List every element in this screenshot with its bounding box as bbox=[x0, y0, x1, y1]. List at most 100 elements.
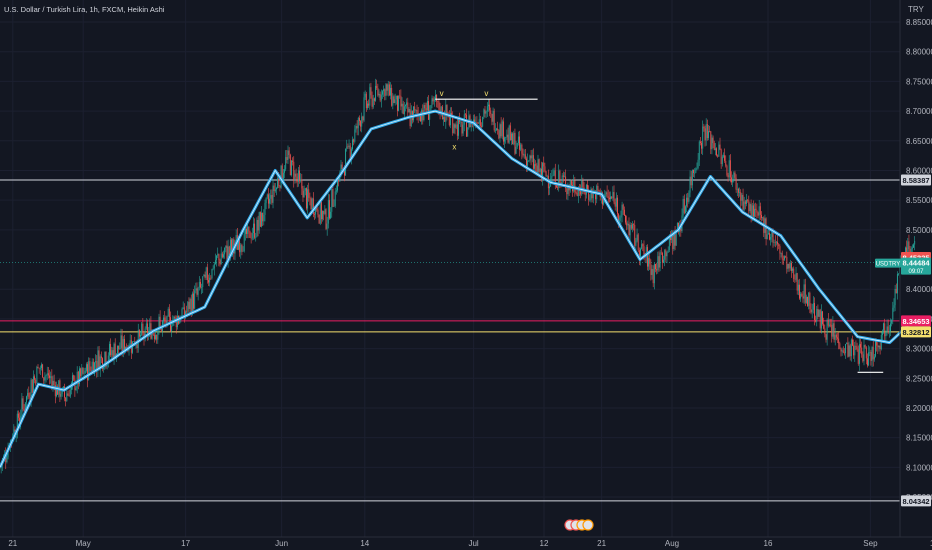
candle-body bbox=[804, 284, 806, 303]
level-tag-bg bbox=[901, 495, 931, 507]
event-icons[interactable] bbox=[564, 519, 594, 531]
candle-body bbox=[396, 95, 398, 111]
candle-body bbox=[657, 256, 659, 271]
candle-body bbox=[310, 198, 312, 210]
candle-body bbox=[370, 87, 372, 96]
candle-body bbox=[203, 274, 205, 277]
candle-body bbox=[881, 330, 883, 335]
candle-body bbox=[729, 160, 731, 178]
candle-body bbox=[720, 149, 722, 165]
candle-body bbox=[878, 345, 880, 348]
candle-body bbox=[765, 218, 767, 240]
candle-body bbox=[497, 128, 499, 131]
candle-body bbox=[431, 98, 433, 106]
candle-body bbox=[265, 197, 267, 204]
candle-body bbox=[272, 185, 274, 203]
candle-body bbox=[302, 188, 304, 198]
candle-body bbox=[496, 128, 497, 130]
candle-body bbox=[620, 215, 622, 218]
candle-body bbox=[137, 330, 139, 348]
candle-body bbox=[580, 190, 582, 195]
candle-body bbox=[519, 136, 521, 150]
candle-body bbox=[740, 192, 742, 201]
x-tick-label: 17 bbox=[181, 539, 190, 548]
time-axis[interactable]: 21May17Jun14Jul1221Aug16Sep1322Oct bbox=[8, 539, 932, 548]
candle-body bbox=[360, 121, 362, 127]
candle-body bbox=[626, 222, 628, 226]
candle-body bbox=[858, 344, 860, 364]
candle-body bbox=[693, 169, 694, 173]
candle-body bbox=[805, 296, 807, 303]
candle-body bbox=[656, 269, 658, 271]
candle-body bbox=[676, 222, 678, 232]
candle-body bbox=[106, 363, 108, 367]
candle-body bbox=[794, 278, 796, 280]
candle-body bbox=[218, 254, 220, 261]
x-tick-label: 13 bbox=[930, 539, 932, 548]
candle-body bbox=[380, 94, 382, 101]
candle-body bbox=[714, 148, 716, 150]
candle-body bbox=[752, 205, 754, 217]
level-tag-bg bbox=[901, 174, 931, 186]
candle-body bbox=[271, 195, 273, 203]
candle-body bbox=[535, 164, 537, 166]
candle-body bbox=[819, 310, 821, 329]
candle-body bbox=[884, 323, 886, 337]
candle-body bbox=[778, 244, 780, 247]
x-tick-label: Jul bbox=[468, 539, 478, 548]
candle-body bbox=[725, 160, 727, 166]
candle-body bbox=[629, 224, 631, 236]
candle-body bbox=[311, 198, 313, 210]
candle-body bbox=[90, 370, 92, 372]
candle-body bbox=[300, 179, 302, 181]
candle-body bbox=[299, 170, 300, 181]
candle-body bbox=[216, 255, 218, 261]
candle-body bbox=[119, 347, 121, 350]
candle-body bbox=[837, 337, 838, 339]
candle-body bbox=[433, 98, 435, 102]
candle-body bbox=[467, 127, 469, 137]
candle-body bbox=[476, 122, 478, 123]
candle-body bbox=[317, 209, 319, 215]
candle-body bbox=[325, 209, 327, 229]
candle-body bbox=[575, 192, 577, 194]
candle-body bbox=[489, 104, 491, 111]
candle-body bbox=[19, 417, 21, 423]
candle-body bbox=[461, 121, 463, 134]
candle-body bbox=[377, 87, 379, 96]
candle-body bbox=[229, 239, 231, 256]
candle-body bbox=[785, 256, 787, 257]
candle-body bbox=[400, 96, 402, 107]
candle-body bbox=[16, 413, 18, 435]
candle-body bbox=[767, 233, 769, 235]
event-icon[interactable] bbox=[582, 519, 594, 531]
candle-body bbox=[551, 175, 553, 179]
candle-body bbox=[538, 159, 540, 172]
candle-body bbox=[87, 364, 89, 381]
level-tag-text: 8.32812 bbox=[902, 328, 929, 337]
candle-body bbox=[95, 361, 97, 363]
candle-body bbox=[526, 158, 527, 166]
candle-body bbox=[384, 89, 386, 96]
candle-body bbox=[831, 324, 833, 337]
candle-body bbox=[643, 246, 645, 257]
candle-body bbox=[582, 180, 584, 188]
candle-body bbox=[828, 324, 830, 326]
candle-body bbox=[82, 367, 84, 374]
candle-body bbox=[250, 237, 252, 239]
candle-body bbox=[448, 115, 450, 126]
candle-body bbox=[818, 310, 820, 317]
candle-body bbox=[15, 434, 17, 438]
candle-body bbox=[546, 175, 548, 177]
y-tick-label: 8.65000 bbox=[906, 137, 932, 146]
candle-body bbox=[517, 136, 519, 143]
candle-body bbox=[811, 309, 813, 313]
candle-body bbox=[792, 268, 794, 271]
candle-body bbox=[206, 267, 208, 281]
candle-body bbox=[232, 239, 234, 252]
candle-body bbox=[527, 160, 529, 166]
candle-body bbox=[181, 308, 183, 318]
candle-body bbox=[555, 185, 557, 188]
